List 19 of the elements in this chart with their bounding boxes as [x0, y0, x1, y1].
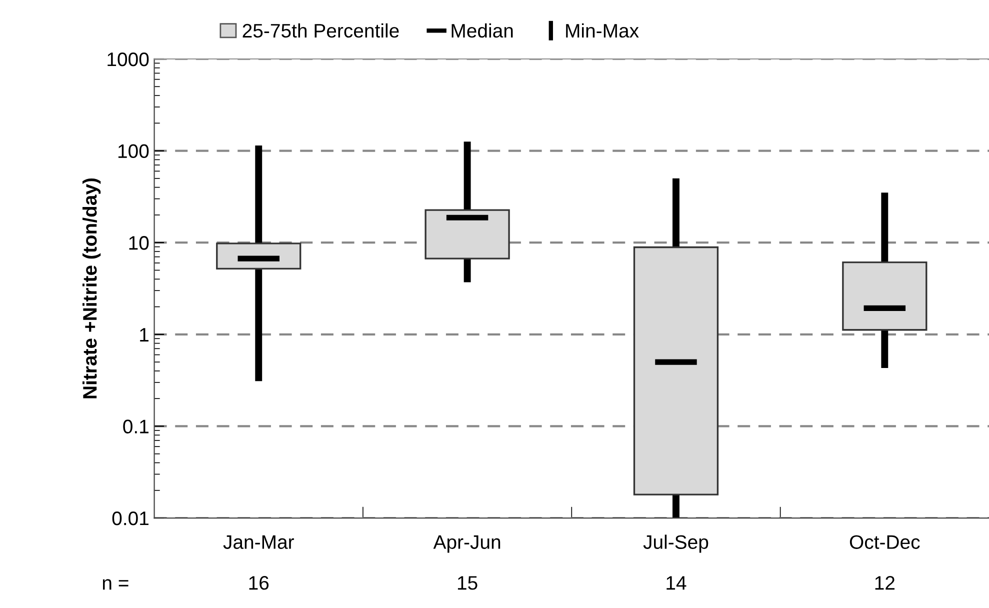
y-axis-title: Nitrate +Nitrite (ton/day): [82, 178, 101, 398]
text: 14: [666, 576, 686, 590]
x-tick-label: Jan-Mar: [223, 535, 294, 549]
y-tick-label: 100: [118, 144, 149, 158]
x-tick-label: Apr-Jun: [433, 535, 500, 553]
text: 16: [249, 576, 269, 590]
text: n =: [102, 579, 128, 590]
text: 12: [875, 576, 894, 590]
legend-label: 25-75th Percentile: [242, 23, 399, 38]
x-tick-label: Oct-Dec: [850, 535, 920, 549]
text: 15: [458, 576, 478, 590]
text: Min-Max: [566, 23, 639, 38]
y-tick-label: 10: [129, 236, 149, 250]
y-tick-label: 1: [140, 328, 148, 342]
x-tick-label: Jul-Sep: [643, 534, 708, 553]
y-tick-label: 0.01: [112, 511, 148, 526]
y-tick-label: 0.1: [123, 420, 148, 434]
y-tick-label: 1000: [108, 52, 149, 66]
text: Median: [452, 23, 513, 38]
